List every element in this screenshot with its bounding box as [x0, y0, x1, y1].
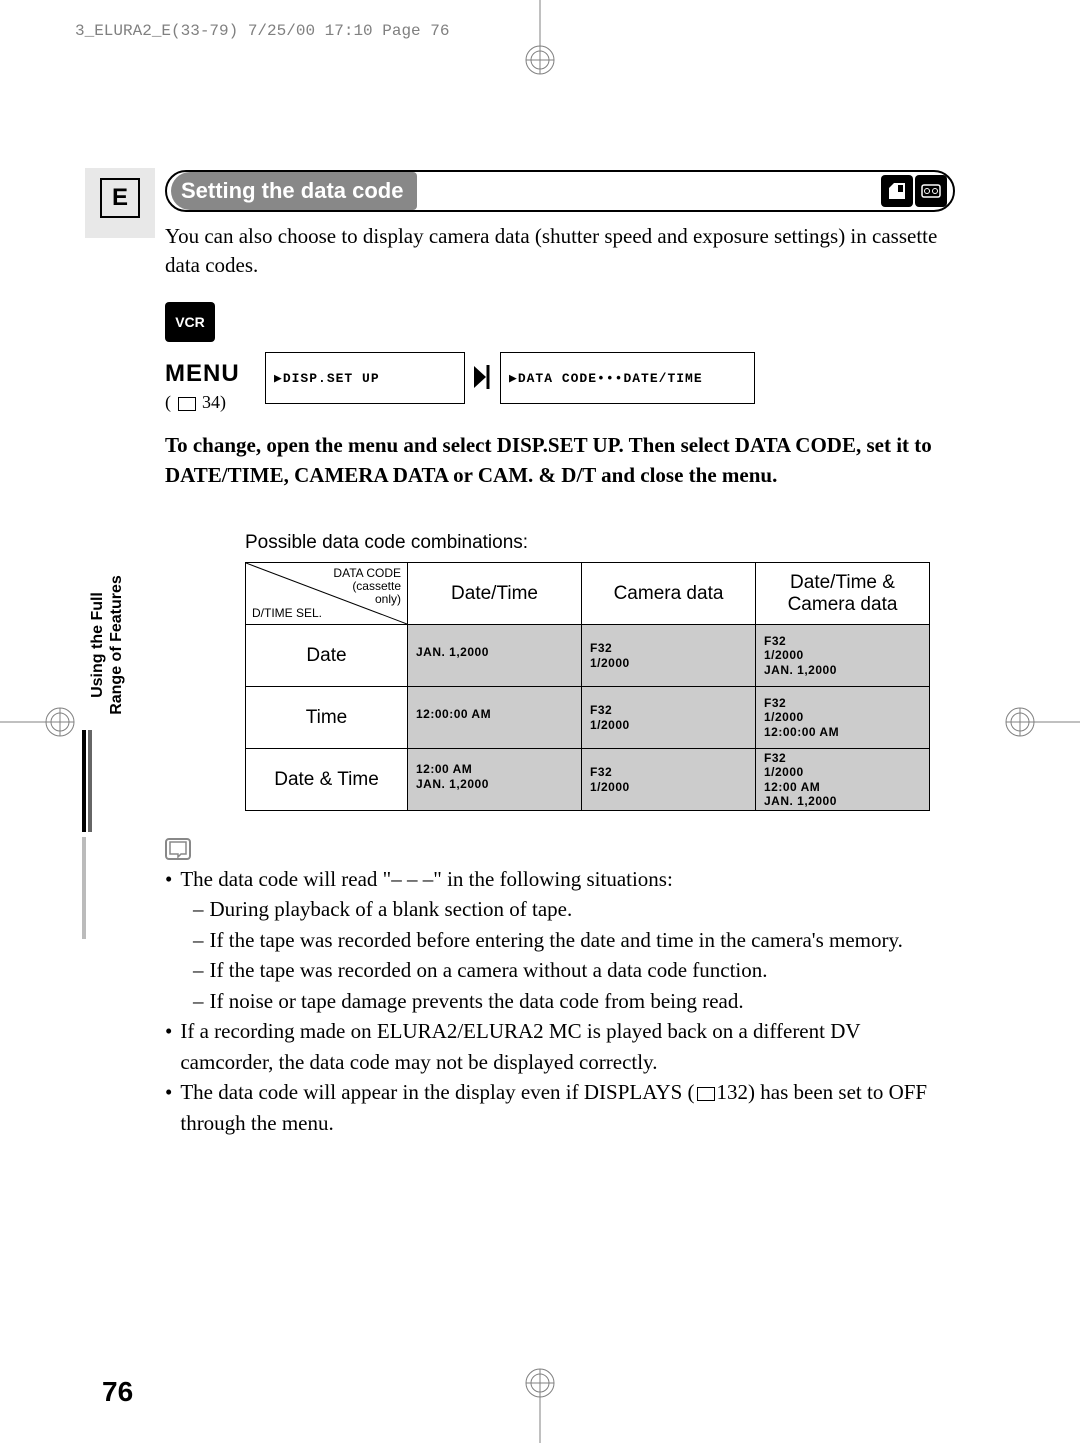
- section-header: Setting the data code: [165, 170, 955, 212]
- cell-2-0: 12:00 AM JAN. 1,2000: [408, 749, 582, 811]
- dash: –: [193, 955, 204, 985]
- cell-1-2: F32 1/2000 12:00:00 AM: [756, 687, 930, 749]
- note-1: The data code will read "– – –" in the f…: [180, 864, 672, 894]
- cell-0-0: JAN. 1,2000: [408, 625, 582, 687]
- row-label-1: Date: [246, 625, 408, 687]
- menu-page-ref: ( 34): [165, 392, 226, 413]
- row-label-3: Date & Time: [246, 749, 408, 811]
- instruction-text: To change, open the menu and select DISP…: [165, 430, 945, 491]
- header-line: 3_ELURA2_E(33-79) 7/25/00 17:10 Page 76: [75, 22, 449, 40]
- book-icon: [697, 1087, 715, 1101]
- col-header-2: Camera data: [582, 563, 756, 625]
- bullet-dot: •: [165, 864, 172, 894]
- data-code-table: DATA CODE (cassette only) D/TIME SEL. Da…: [245, 562, 930, 811]
- crop-mark-left: [0, 692, 80, 752]
- crop-mark-bottom: [510, 1363, 570, 1443]
- note-1-2: If the tape was recorded before entering…: [210, 925, 903, 955]
- language-indicator: E: [100, 178, 140, 218]
- note-1-3: If the tape was recorded on a camera wit…: [210, 955, 768, 985]
- cassette-icon: [915, 175, 947, 207]
- side-tab-bars: [82, 730, 98, 832]
- note-1-1: During playback of a blank section of ta…: [210, 894, 573, 924]
- col-header-1: Date/Time: [408, 563, 582, 625]
- row-label-2: Time: [246, 687, 408, 749]
- note-1-4: If noise or tape damage prevents the dat…: [210, 986, 744, 1016]
- header-icons: [881, 175, 947, 207]
- table-corner-cell: DATA CODE (cassette only) D/TIME SEL.: [246, 563, 408, 625]
- bullet-dot: •: [165, 1077, 172, 1138]
- cell-0-1: F32 1/2000: [582, 625, 756, 687]
- dash: –: [193, 986, 204, 1016]
- col-header-3: Date/Time & Camera data: [756, 563, 930, 625]
- corner-bottom-label: D/TIME SEL.: [252, 606, 322, 620]
- menu-ref-num: 34): [202, 392, 226, 412]
- side-tab-label: Using the Full Range of Features: [88, 545, 126, 745]
- cell-1-1: F32 1/2000: [582, 687, 756, 749]
- cell-1-0: 12:00:00 AM: [408, 687, 582, 749]
- note-2: If a recording made on ELURA2/ELURA2 MC …: [180, 1016, 950, 1077]
- cell-0-2: F32 1/2000 JAN. 1,2000: [756, 625, 930, 687]
- corner-top-label: DATA CODE (cassette only): [333, 567, 401, 607]
- dash: –: [193, 925, 204, 955]
- card-icon: [881, 175, 913, 207]
- notes-list: • The data code will read "– – –" in the …: [165, 864, 950, 1138]
- cell-2-2: F32 1/2000 12:00 AM JAN. 1,2000: [756, 749, 930, 811]
- note-3-pre: The data code will appear in the display…: [180, 1080, 694, 1104]
- dash: –: [193, 894, 204, 924]
- menu-arrow-icon: [472, 362, 496, 400]
- bullet-dot: •: [165, 1016, 172, 1077]
- vcr-badge: VCR: [165, 302, 215, 342]
- book-icon: [178, 397, 196, 411]
- table-caption: Possible data code combinations:: [245, 532, 528, 554]
- intro-text: You can also choose to display camera da…: [165, 222, 940, 281]
- menu-ref-pre: (: [165, 392, 171, 412]
- crop-mark-right: [1000, 692, 1080, 752]
- menu-path-box-2: ▶DATA CODE•••DATE/TIME: [500, 352, 755, 404]
- cell-2-1: F32 1/2000: [582, 749, 756, 811]
- menu-path-box-1: ▶DISP.SET UP: [265, 352, 465, 404]
- note-3: The data code will appear in the display…: [180, 1077, 950, 1138]
- notes-icon: [165, 838, 191, 860]
- menu-label: MENU: [165, 360, 240, 388]
- crop-mark-top: [510, 0, 570, 80]
- page-number: 76: [102, 1376, 133, 1408]
- section-title: Setting the data code: [171, 172, 417, 210]
